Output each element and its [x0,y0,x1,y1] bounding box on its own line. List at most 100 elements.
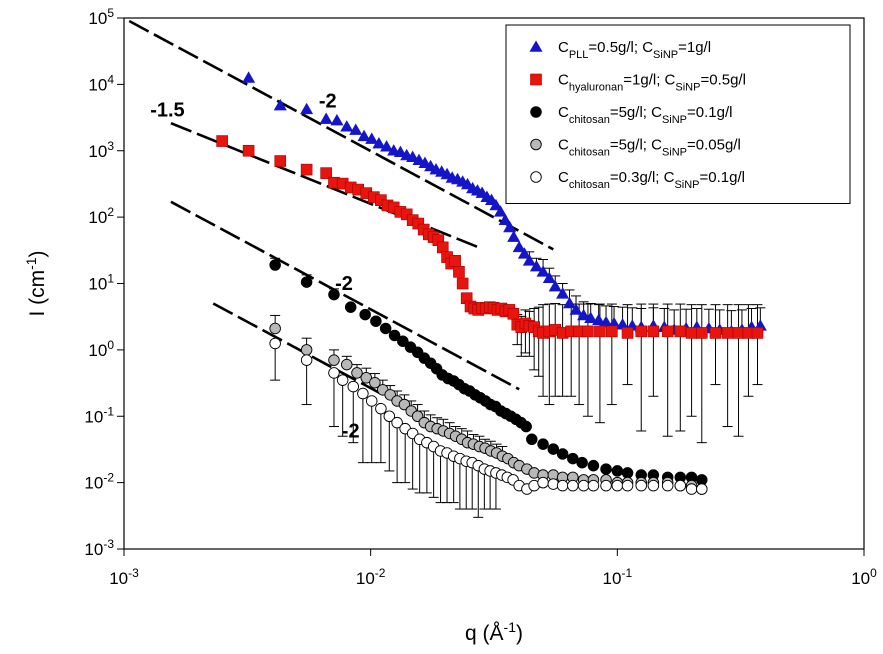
series-1-point [380,140,394,152]
y-tick-label-base: 10 [88,142,107,161]
legend-subscript: PLL [569,49,589,61]
series-3-point [621,467,634,479]
series-1-point [507,230,521,242]
series-1-point [357,129,371,142]
series-5-point [621,479,634,492]
slope-annotations: -2 -1.5 -2 -2 [150,90,359,442]
series-2-point [242,144,255,157]
y-tick-label-base: 10 [88,208,107,227]
series-1-point [498,213,512,225]
series-2-point [449,254,461,267]
series-2-point [453,266,465,278]
legend-text-part: C [558,72,569,89]
power-law-fit-lines [128,19,554,405]
x-tick-label-exp: -2 [375,566,386,580]
series-1-point [242,71,256,83]
legend-subscript: SiNP [675,82,700,94]
y-tick-label: 103 [88,139,114,161]
y-tick-label: 10-1 [84,404,114,426]
y-tick-label-exp: 4 [107,72,114,86]
series-5-point [635,479,647,492]
y-tick-label: 10-3 [84,537,114,559]
legend-text-part: =0.5g/l; C [588,39,653,56]
series-2-point [300,163,313,176]
series-2-point [721,327,734,339]
series-4-point [269,322,281,335]
x-tick-label-base: 10 [851,569,870,588]
series-2-point [695,327,708,339]
legend-text-part: =1g/l; C [623,72,675,89]
slope-label: -2 [335,273,353,295]
series-4-point [341,358,353,371]
slope-label: -2 [319,90,337,112]
series-1-point [393,145,407,158]
series-5-point [347,380,360,393]
series-3-point [556,448,569,460]
y-tick-label-exp: 1 [107,272,114,286]
y-tick-label-base: 10 [84,474,103,493]
series-2-point [621,327,634,339]
y-axis-title-sup: -1 [23,257,39,270]
series-1-point [542,271,556,284]
legend-text-part: =5g/l; C [610,137,662,154]
series-4-point [351,367,363,379]
series-5-point [300,354,313,366]
x-tick-label: 10-2 [356,566,386,588]
series-1-point [536,265,550,277]
y-tick-label: 100 [88,338,114,360]
series-2-point [320,167,332,179]
x-tick-label: 10-3 [109,566,139,588]
y-tick-label: 101 [88,272,114,294]
series-5-point [577,479,590,492]
series-2-point [606,325,618,338]
legend-text-part: C [558,169,569,186]
x-tick-label-base: 10 [356,569,375,588]
series-5-point [674,479,687,492]
series-5-point [336,374,349,386]
series-2-point [647,325,660,338]
series-5-point [556,479,569,492]
series-5-point [611,479,624,492]
series-3-point [587,459,600,472]
series-2-point [709,327,722,339]
legend-subscript: hyaluronan [569,82,623,94]
series-5-point [567,479,579,492]
legend-entry-4: Cchitosan=5g/l; CSiNP=0.05g/l [558,137,741,159]
y-tick-label-exp: 5 [107,6,114,20]
legend-text-part: =0.5g/l [700,72,745,89]
y-tick-label-exp: -2 [103,471,114,485]
y-tick-label-exp: 2 [107,205,114,219]
y-tick-label-base: 10 [84,540,103,559]
series-5-point [547,478,560,490]
series-5-point [269,337,281,350]
x-axis-title-base: q (Å [465,622,504,645]
legend-marker-3 [530,106,542,118]
x-tick-label: 100 [851,566,877,588]
series-1-point [592,313,606,325]
series-2-point [661,325,674,338]
legend-text-part: C [558,104,569,121]
series-4-point [300,344,313,356]
y-tick-label: 102 [88,205,114,227]
series-2-point [685,327,698,339]
series-1-point [517,247,531,259]
series-3-point [388,329,401,342]
series-3-point [344,301,357,313]
series-1-point [300,102,314,115]
legend-entry-1: CPLL=0.5g/l; CSiNP=1g/l [558,39,711,61]
x-tick-label-exp: 0 [870,566,877,580]
series-2-point [436,241,449,254]
x-tick-label-exp: -3 [128,566,139,580]
y-tick-label-exp: 3 [107,139,114,153]
series-1-point [522,254,536,266]
series-3-point [547,443,560,455]
series-2-point [456,277,469,290]
legend-entry-3: Cchitosan=5g/l; CSiNP=0.1g/l [558,104,732,126]
series-3-point [300,276,313,288]
series-5-point [537,476,549,489]
series-1-point [563,296,577,309]
series-5-point [600,479,612,492]
series-5-point [328,367,340,379]
series-3-point [576,456,588,469]
y-tick-label-base: 10 [88,275,107,294]
